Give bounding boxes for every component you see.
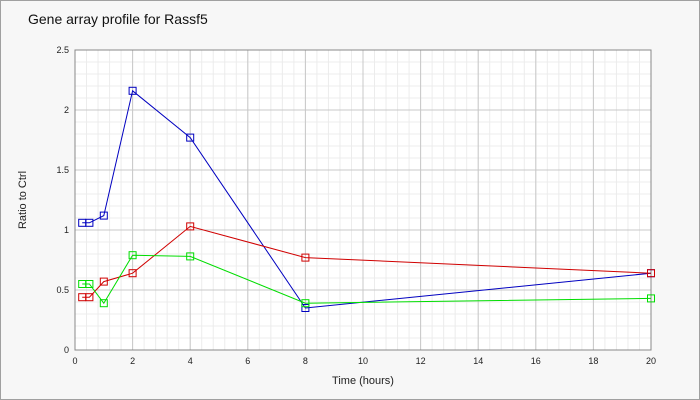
series-3	[78, 251, 655, 308]
series-line	[82, 254, 652, 305]
y-tick-label: 1.5	[56, 165, 69, 175]
y-tick-label: 0	[64, 345, 69, 355]
series-line	[82, 89, 652, 309]
chart-title: Gene array profile for Rassf5	[28, 11, 208, 27]
data-point-marker	[99, 299, 108, 308]
data-point-marker	[301, 299, 310, 308]
x-tick-label: 16	[531, 356, 541, 366]
plot-border	[74, 49, 652, 351]
data-point-marker	[186, 133, 195, 142]
series-layer	[78, 86, 655, 312]
data-point-marker	[128, 251, 137, 260]
series-line	[82, 225, 652, 298]
data-point-marker	[128, 269, 137, 278]
x-tick-label: 12	[416, 356, 426, 366]
data-point-marker	[301, 304, 310, 312]
y-tick-label: 2.5	[56, 45, 69, 55]
data-point-marker	[301, 253, 310, 262]
x-tick-label: 8	[303, 356, 308, 366]
data-point-marker	[99, 211, 108, 220]
data-point-marker	[85, 218, 94, 227]
x-tick-label: 10	[358, 356, 368, 366]
x-axis-label: Time (hours)	[332, 375, 394, 387]
series-2	[78, 222, 655, 302]
y-tick-label: 1	[64, 225, 69, 235]
x-tick-label: 0	[72, 356, 77, 366]
data-point-marker	[647, 294, 655, 303]
data-point-marker	[128, 86, 137, 95]
data-point-marker	[85, 280, 94, 288]
x-tick-label: 6	[245, 356, 250, 366]
x-tick-label: 18	[588, 356, 598, 366]
y-axis-label: Ratio to Ctrl	[17, 171, 29, 229]
data-point-marker	[186, 252, 195, 261]
x-tick-label: 14	[473, 356, 483, 366]
x-tick-label: 4	[188, 356, 193, 366]
x-tick-label: 20	[646, 356, 656, 366]
data-point-marker	[85, 293, 94, 302]
data-point-marker	[99, 277, 108, 286]
data-point-marker	[186, 222, 195, 231]
tick-labels: 0 2 4 6 8 10 12 14 16 18 20 0 0.5 1 1.5 2 2.5	[56, 45, 656, 366]
data-point-marker	[647, 269, 655, 278]
x-tick-label: 2	[130, 356, 135, 366]
y-tick-label: 0.5	[56, 285, 69, 295]
y-tick-label: 2	[64, 105, 69, 115]
